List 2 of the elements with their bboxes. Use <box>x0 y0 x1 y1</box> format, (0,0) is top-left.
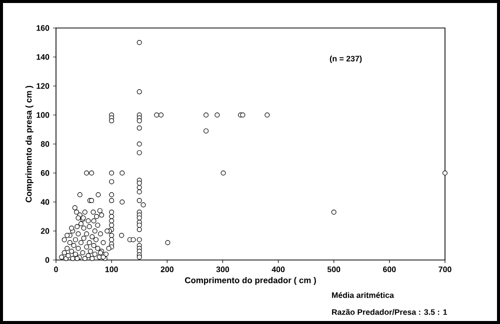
x-axis-title: Comprimento do predador ( cm ) <box>184 277 316 285</box>
y-axis-title: Comprimento da presa ( cm ) <box>25 86 34 202</box>
